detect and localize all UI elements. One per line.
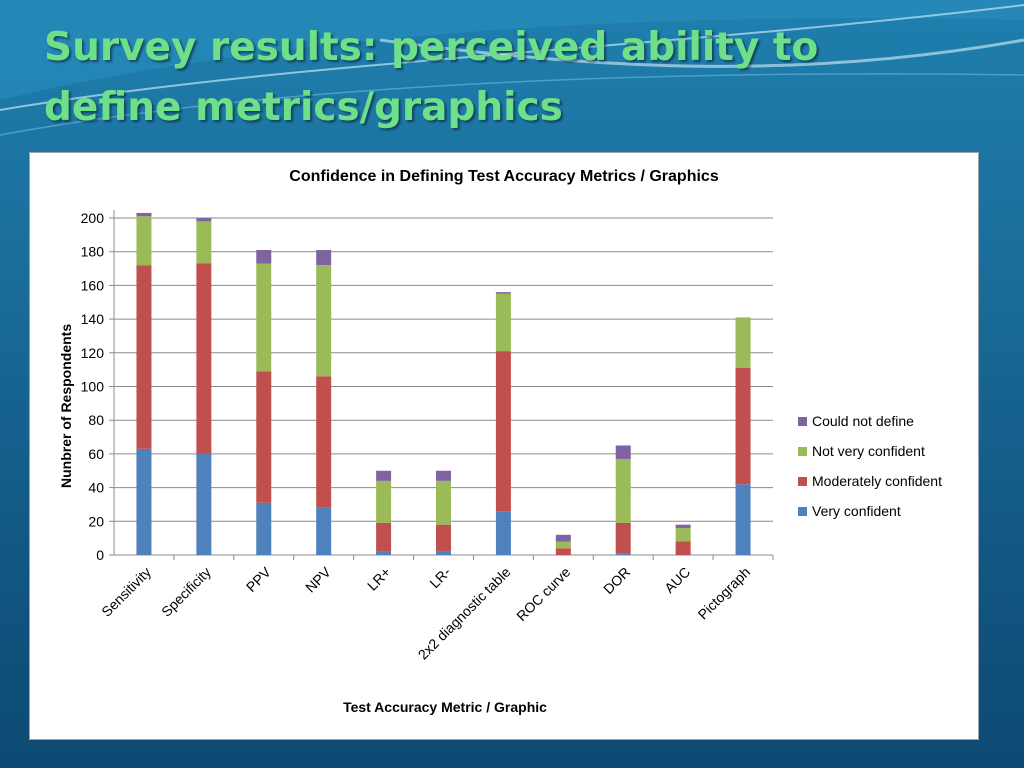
bar-segment-could-not-define xyxy=(555,534,571,542)
y-tick-label: 100 xyxy=(81,379,105,395)
bar-segment-moderately-confident xyxy=(376,522,392,552)
legend-item-very-confident: Very confident xyxy=(798,501,901,521)
x-tick-label: DOR xyxy=(600,564,633,597)
y-tick-label: 160 xyxy=(81,277,105,293)
x-tick-label: AUC xyxy=(661,564,693,596)
background-swoosh xyxy=(0,0,1024,136)
bar-segment-could-not-define xyxy=(615,445,631,459)
bar-segment-moderately-confident xyxy=(495,351,511,512)
y-tick-label: 180 xyxy=(81,244,105,260)
y-tick-label: 80 xyxy=(88,412,104,428)
bar-segment-not-very-confident xyxy=(136,216,152,266)
bar-segment-very-confident xyxy=(316,507,332,555)
legend-swatch-could-not-define xyxy=(798,416,807,426)
chart-title: Confidence in Defining Test Accuracy Met… xyxy=(289,168,719,185)
legend-label: Moderately confident xyxy=(812,473,942,489)
slide-title: Survey results: perceived ability to def… xyxy=(44,25,819,130)
legend-label: Very confident xyxy=(812,503,901,519)
legend-label: Could not define xyxy=(812,413,914,429)
bar-segment-could-not-define xyxy=(256,250,272,264)
x-tick-label: Specificity xyxy=(158,564,214,620)
legend-item-not-very-confident: Not very confident xyxy=(798,441,925,461)
legend-label: Not very confident xyxy=(812,443,925,459)
bar-segment-could-not-define xyxy=(495,292,511,294)
bar-segment-moderately-confident xyxy=(615,522,631,554)
bar-segment-could-not-define xyxy=(376,470,392,481)
bar-segment-moderately-confident xyxy=(316,376,332,508)
bar-segment-very-confident xyxy=(615,553,631,555)
bar-segment-could-not-define xyxy=(675,524,691,529)
bar-segment-moderately-confident xyxy=(196,263,212,454)
y-tick-label: 200 xyxy=(81,210,105,226)
bar-segment-very-confident xyxy=(256,502,272,555)
bar-segment-not-very-confident xyxy=(256,263,272,372)
x-tick-label: NPV xyxy=(302,563,334,595)
bar-segment-very-confident xyxy=(196,453,212,555)
y-tick-label: 60 xyxy=(88,446,104,462)
bar-segment-very-confident xyxy=(376,551,392,555)
bar-segment-not-very-confident xyxy=(495,293,511,352)
bar-segment-not-very-confident xyxy=(436,480,451,525)
bar-segment-moderately-confident xyxy=(256,371,272,503)
y-tick-label: 40 xyxy=(88,480,104,496)
bar-segment-could-not-define xyxy=(316,250,332,266)
x-tick-label: PPV xyxy=(243,563,275,595)
y-tick-label: 140 xyxy=(81,311,105,327)
bar-segment-very-confident xyxy=(436,551,451,555)
bar-segment-very-confident xyxy=(735,484,751,555)
bar-segment-moderately-confident xyxy=(555,548,571,555)
legend-swatch-not-very-confident xyxy=(798,446,807,456)
x-axis-title: Test Accuracy Metric / Graphic xyxy=(343,699,547,715)
bar-segment-could-not-define xyxy=(136,212,152,217)
y-tick-label: 0 xyxy=(96,547,104,563)
bar-segment-not-very-confident xyxy=(555,541,571,549)
y-axis-title: Nunbrer of Respondents xyxy=(58,323,74,488)
legend-swatch-very-confident xyxy=(798,506,807,516)
legend-item-moderately-confident: Moderately confident xyxy=(798,471,942,491)
bar-segment-not-very-confident xyxy=(196,221,212,264)
y-tick-label: 120 xyxy=(81,345,105,361)
x-tick-label: LR- xyxy=(426,564,454,592)
x-tick-label: Sensitivity xyxy=(98,564,154,620)
bar-segment-moderately-confident xyxy=(136,265,152,449)
chart-panel: 0 20 40 60 80 100 120 140 160 180 200 Sensitivity Sp… xyxy=(29,152,979,740)
bar-segment-not-very-confident xyxy=(735,317,751,368)
chart-plot: 0 20 40 60 80 100 120 140 160 180 200 Sensitivity Sp… xyxy=(81,210,774,663)
bar-segment-not-very-confident xyxy=(316,265,332,377)
bar-segment-moderately-confident xyxy=(436,524,451,552)
x-tick-label: LR+ xyxy=(364,564,394,594)
bar-segment-very-confident xyxy=(136,448,152,555)
legend-item-could-not-define: Could not define xyxy=(798,411,914,431)
bar-segment-moderately-confident xyxy=(735,367,751,485)
bar-segment-could-not-define xyxy=(196,218,212,222)
bar-segment-not-very-confident xyxy=(675,528,691,542)
x-tick-label: ROC curve xyxy=(513,564,573,624)
x-tick-label: Pictograph xyxy=(695,564,754,623)
bar-segment-could-not-define xyxy=(436,470,451,481)
bar-segment-moderately-confident xyxy=(675,541,691,555)
bar-segment-not-very-confident xyxy=(376,480,392,523)
legend-swatch-moderately-confident xyxy=(798,476,807,486)
bar-segment-very-confident xyxy=(495,511,511,555)
bar-segment-not-very-confident xyxy=(615,458,631,523)
y-tick-label: 20 xyxy=(88,513,104,529)
